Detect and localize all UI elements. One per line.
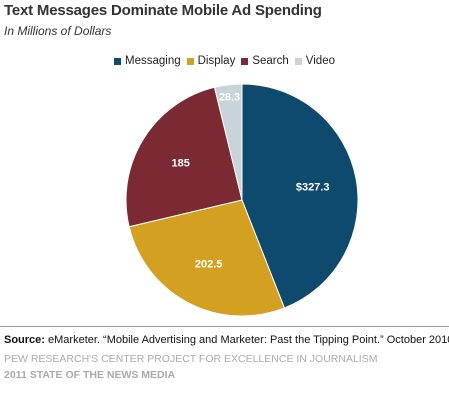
legend-item-video: Video bbox=[294, 55, 335, 67]
report-credit: 2011 STATE OF THE NEWS MEDIA bbox=[4, 369, 176, 381]
data-label-messaging: $327.3 bbox=[296, 182, 330, 194]
source-note: Source: eMarketer. “Mobile Advertising a… bbox=[4, 334, 449, 346]
data-label-display: 202.5 bbox=[195, 259, 223, 271]
data-label-video: 28.3 bbox=[219, 91, 240, 103]
source-label: Source: bbox=[4, 334, 45, 346]
legend-swatch bbox=[186, 57, 194, 65]
chart-title: Text Messages Dominate Mobile Ad Spendin… bbox=[4, 2, 322, 19]
pie-slice-display bbox=[128, 199, 286, 317]
legend-item-display: Display bbox=[186, 55, 236, 67]
org-credit: PEW RESEARCH'S CENTER PROJECT FOR EXCELL… bbox=[4, 353, 378, 365]
chart-subtitle: In Millions of Dollars bbox=[4, 24, 112, 38]
legend-item-messaging: Messaging bbox=[114, 55, 181, 67]
pie-chart: $327.3 202.5 185 28.3 bbox=[125, 83, 359, 317]
legend-swatch bbox=[241, 57, 249, 65]
legend-item-search: Search bbox=[241, 55, 289, 67]
pie-slice-video bbox=[213, 83, 243, 201]
source-text: eMarketer. “Mobile Advertising and Marke… bbox=[44, 334, 449, 346]
pie-slice-search bbox=[125, 86, 243, 228]
chart-legend: Messaging Display Search Video bbox=[0, 55, 449, 67]
legend-swatch bbox=[294, 57, 302, 65]
legend-label: Video bbox=[305, 55, 335, 67]
legend-label: Messaging bbox=[125, 55, 181, 67]
data-label-search: 185 bbox=[171, 157, 189, 169]
legend-label: Display bbox=[197, 55, 236, 67]
legend-label: Search bbox=[252, 55, 289, 67]
divider bbox=[0, 326, 449, 327]
legend-swatch bbox=[114, 57, 121, 65]
pie-slice-messaging bbox=[241, 83, 359, 309]
